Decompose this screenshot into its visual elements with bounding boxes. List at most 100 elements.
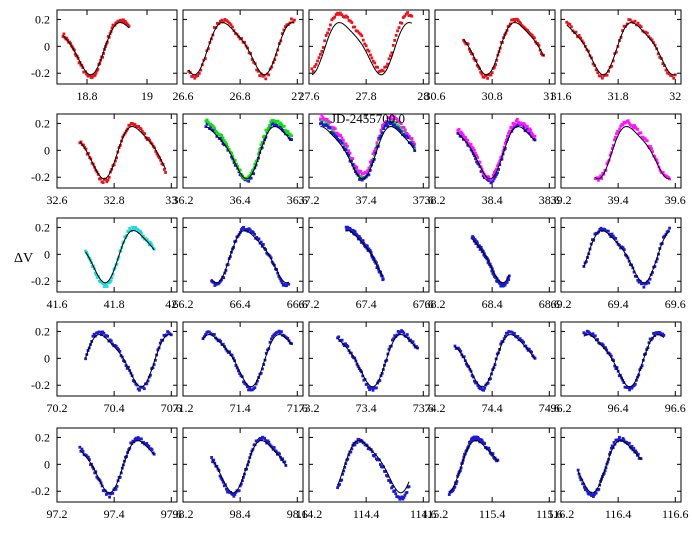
data-point-red	[384, 65, 388, 69]
data-point-blue	[478, 387, 482, 391]
data-point-blue	[496, 458, 500, 462]
data-point-blue	[533, 356, 537, 360]
data-point-magenta	[506, 135, 509, 138]
data-point-magenta	[410, 137, 414, 140]
panel-plot	[582, 329, 666, 392]
data-point-red	[113, 159, 117, 163]
data-point-magenta	[511, 121, 515, 125]
data-point-blue	[344, 225, 348, 229]
data-point-magenta	[619, 124, 623, 128]
x-tick-label: 73.4	[356, 401, 377, 415]
data-point-blue	[217, 281, 221, 285]
x-tick-label: 66.4	[230, 297, 251, 311]
x-tick-label: 98.2	[173, 507, 194, 521]
data-point-blue	[238, 372, 242, 376]
y-tick-label: 0.2	[35, 430, 50, 444]
x-tick-label: 38.4	[482, 193, 503, 207]
data-point-blue	[260, 146, 264, 150]
data-point-blue	[507, 278, 511, 281]
data-point-blue	[483, 442, 487, 446]
data-point-cyan	[110, 276, 114, 280]
data-point-red	[373, 61, 377, 65]
data-point-red	[364, 44, 368, 48]
panel-11: 0.2 0 -0.2 41.6 41.8 42	[31, 217, 178, 311]
data-point-green	[206, 120, 210, 124]
data-point-blue	[610, 232, 614, 236]
data-point-cyan	[105, 285, 109, 288]
data-point-red	[645, 31, 649, 35]
panel-frame	[308, 427, 430, 503]
data-point-red	[376, 65, 379, 69]
data-point-red	[79, 140, 83, 144]
data-point-magenta	[633, 124, 636, 127]
data-point-blue	[101, 330, 105, 334]
x-tick-label: 27	[291, 89, 303, 103]
data-point-green	[227, 148, 231, 151]
data-point-red	[409, 13, 412, 17]
data-point-magenta	[621, 123, 625, 127]
data-point-red	[605, 73, 609, 77]
panel-frame	[560, 9, 682, 85]
data-point-magenta	[413, 142, 417, 146]
data-point-red	[673, 73, 677, 77]
data-point-blue	[351, 163, 355, 166]
data-point-red	[226, 20, 230, 24]
data-point-blue	[355, 441, 359, 445]
data-point-blue	[346, 345, 350, 348]
x-tick-label: 30.6	[425, 89, 446, 103]
data-point-red	[101, 181, 105, 184]
data-point-blue	[280, 127, 284, 131]
data-point-red	[283, 25, 287, 28]
data-point-green	[231, 154, 235, 158]
data-point-blue	[237, 369, 240, 373]
data-point-red	[349, 19, 352, 23]
data-point-red	[158, 156, 161, 160]
data-point-blue	[252, 172, 256, 176]
y-tick-label: 0	[44, 247, 50, 261]
data-point-red	[347, 19, 351, 22]
data-point-red	[123, 19, 127, 23]
data-point-cyan	[128, 226, 132, 230]
data-point-red	[513, 19, 517, 23]
data-point-red	[600, 76, 604, 80]
data-point-blue	[378, 136, 382, 140]
data-point-red	[621, 29, 624, 32]
data-point-blue	[229, 490, 233, 494]
x-tick-label: 38.2	[425, 193, 446, 207]
data-point-green	[280, 123, 284, 127]
data-point-magenta	[457, 127, 461, 131]
data-point-magenta	[631, 124, 634, 128]
data-point-blue	[604, 466, 608, 470]
x-tick-label: 116.2	[548, 507, 575, 521]
y-tick-label: 0	[44, 39, 50, 53]
data-point-blue	[271, 122, 275, 125]
model-curve	[205, 126, 292, 180]
x-tick-label: 71.6	[287, 401, 308, 415]
data-point-magenta	[406, 133, 410, 136]
model-curve	[457, 125, 536, 180]
data-point-red	[650, 38, 654, 42]
data-point-magenta	[636, 127, 640, 131]
data-point-blue	[622, 438, 626, 442]
data-point-magenta	[466, 138, 470, 142]
panel-6: 0.2 0 -0.2 32.6 32.8 33	[31, 113, 178, 207]
panel-plot	[187, 17, 296, 81]
data-point-magenta	[525, 124, 529, 128]
data-point-blue	[365, 382, 369, 386]
x-tick-label: 42	[165, 297, 177, 311]
data-point-red	[139, 127, 143, 131]
data-point-red	[370, 56, 374, 60]
data-point-blue	[226, 263, 230, 266]
data-point-red	[594, 68, 598, 72]
model-curve	[320, 125, 416, 180]
panel-frame	[56, 9, 178, 85]
data-point-blue	[340, 478, 344, 482]
data-point-red	[155, 152, 159, 156]
panel-frame	[434, 217, 556, 293]
data-point-blue	[81, 450, 85, 453]
data-point-green	[224, 141, 227, 144]
panel-plot	[210, 225, 291, 288]
data-point-magenta	[606, 160, 610, 164]
data-point-red	[323, 39, 327, 43]
data-point-blue	[290, 138, 293, 141]
